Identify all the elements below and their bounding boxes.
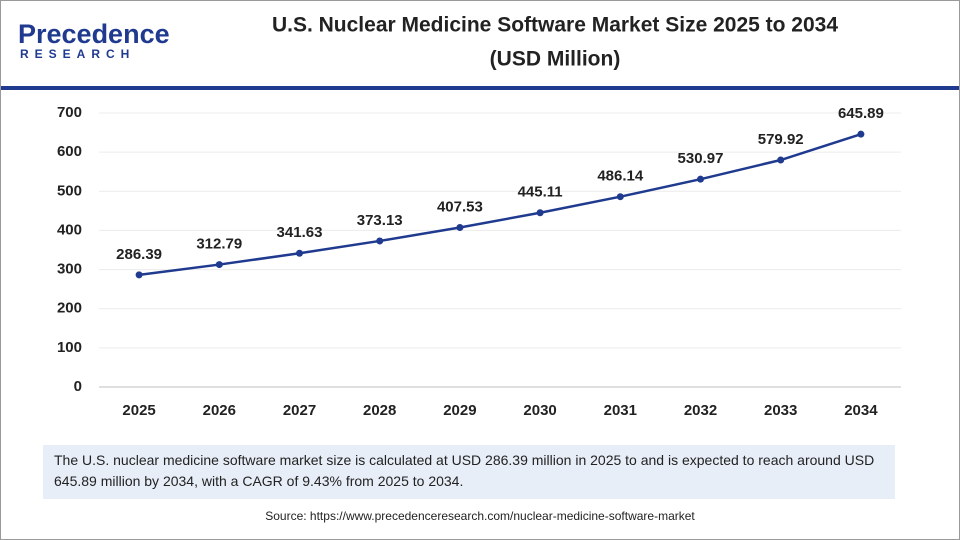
x-tick-label: 2025 xyxy=(122,402,155,419)
data-label: 530.97 xyxy=(678,150,724,167)
marker xyxy=(456,223,464,231)
header-rule xyxy=(1,86,959,90)
x-tick-label: 2032 xyxy=(684,402,717,419)
y-tick-label: 500 xyxy=(57,182,82,199)
y-tick-label: 300 xyxy=(57,261,82,278)
y-tick-label: 200 xyxy=(57,300,82,317)
chart-subtitle: (USD Million) xyxy=(490,48,621,71)
data-label: 407.53 xyxy=(437,198,483,215)
x-tick-label: 2033 xyxy=(764,402,797,419)
data-label: 645.89 xyxy=(838,105,884,122)
data-label: 286.39 xyxy=(116,246,162,263)
marker xyxy=(376,237,384,245)
data-label: 486.14 xyxy=(597,168,644,185)
marker xyxy=(777,156,785,164)
source: Source: https://www.precedenceresearch.c… xyxy=(265,509,695,523)
y-tick-label: 0 xyxy=(74,378,82,395)
y-tick-label: 400 xyxy=(57,221,82,238)
logo-name: Precedence xyxy=(18,19,170,49)
x-tick-label: 2028 xyxy=(363,402,396,419)
data-label: 312.79 xyxy=(196,236,242,253)
chart-title: U.S. Nuclear Medicine Software Market Si… xyxy=(272,14,838,37)
x-tick-label: 2034 xyxy=(844,402,878,419)
marker xyxy=(536,209,544,217)
marker xyxy=(616,193,624,201)
x-tick-label: 2030 xyxy=(523,402,556,419)
data-label: 445.11 xyxy=(518,184,563,201)
x-tick-label: 2027 xyxy=(283,402,316,419)
description: The U.S. nuclear medicine software marke… xyxy=(43,445,895,499)
data-label: 341.63 xyxy=(277,224,323,241)
y-tick-label: 600 xyxy=(57,143,82,160)
line xyxy=(138,132,862,277)
x-tick-label: 2026 xyxy=(203,402,236,419)
marker xyxy=(697,175,704,183)
x-tick-label: 2031 xyxy=(604,402,637,419)
data-label: 579.92 xyxy=(758,131,804,148)
marker xyxy=(135,271,143,279)
marker xyxy=(857,130,865,138)
logo-tagline: RESEARCH xyxy=(20,47,135,61)
y-tick-label: 700 xyxy=(57,104,82,121)
x-tick-label: 2029 xyxy=(443,402,476,419)
data-label: 373.13 xyxy=(357,212,403,229)
marker xyxy=(296,249,303,257)
y-tick-label: 100 xyxy=(57,339,82,356)
marker xyxy=(215,261,223,269)
